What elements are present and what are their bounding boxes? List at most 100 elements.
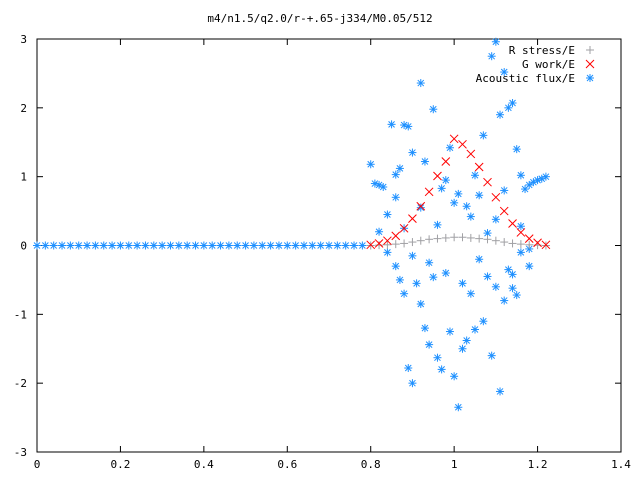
data-point-2-52 xyxy=(429,105,438,114)
data-point-2-60 xyxy=(491,37,500,46)
data-point-2-84 xyxy=(433,353,442,362)
data-point-2-82-stroke xyxy=(425,341,433,348)
y-tick-label: 0 xyxy=(20,240,27,253)
y-tick-label: -3 xyxy=(14,446,27,459)
data-point-2-118-stroke xyxy=(475,191,483,199)
data-point-2-13 xyxy=(141,241,150,250)
data-point-2-106-stroke xyxy=(375,228,383,236)
data-point-2-56-stroke xyxy=(463,202,471,210)
data-point-2-90-stroke xyxy=(459,345,466,353)
data-point-1-15 xyxy=(491,192,501,202)
data-point-2-31 xyxy=(291,241,300,250)
data-point-2-10 xyxy=(116,241,125,250)
chart-title: m4/n1.5/q2.0/r-+.65-j334/M0.05/512 xyxy=(207,12,432,25)
data-point-2-24-stroke xyxy=(233,242,241,249)
data-point-0-8 xyxy=(433,234,442,243)
data-point-2-59 xyxy=(487,52,496,61)
data-point-2-92 xyxy=(466,289,475,298)
data-point-2-6 xyxy=(83,241,92,250)
data-point-2-87-stroke xyxy=(446,328,454,335)
data-point-1-0-stroke xyxy=(366,240,376,250)
data-point-2-114 xyxy=(441,176,450,185)
data-point-0-10 xyxy=(450,233,459,242)
data-point-2-40 xyxy=(366,160,375,169)
data-point-1-3 xyxy=(391,231,401,241)
data-point-1-18 xyxy=(516,228,526,237)
data-point-2-21-stroke xyxy=(208,242,216,249)
data-point-2-33-stroke xyxy=(308,242,316,249)
data-point-2-46-stroke xyxy=(396,165,404,172)
data-point-2-10-stroke xyxy=(117,242,124,249)
data-point-2-83 xyxy=(429,273,438,282)
x-tick-label: 0.6 xyxy=(277,458,297,471)
data-point-1-9-stroke xyxy=(441,157,451,166)
data-point-2-95 xyxy=(479,317,488,326)
data-point-2-62-stroke xyxy=(500,68,508,76)
data-point-2-32 xyxy=(299,241,308,250)
data-point-2-75-stroke xyxy=(396,276,404,284)
data-point-0-11 xyxy=(458,233,467,242)
data-point-1-12 xyxy=(466,149,476,159)
data-point-2-86-stroke xyxy=(442,269,450,277)
data-point-2-68 xyxy=(525,180,534,189)
data-point-2-49-stroke xyxy=(409,149,416,156)
data-point-2-74 xyxy=(391,262,400,271)
data-point-2-57 xyxy=(471,171,479,180)
data-point-2-105-stroke xyxy=(525,245,533,253)
data-point-2-15-stroke xyxy=(158,242,166,249)
data-point-2-45 xyxy=(391,170,400,179)
data-point-1-16 xyxy=(499,206,509,216)
data-point-1-21-stroke xyxy=(541,240,551,250)
data-point-2-28 xyxy=(266,241,275,250)
data-point-2-44 xyxy=(387,120,396,129)
data-point-1-10-stroke xyxy=(449,134,459,144)
y-tick-label: 2 xyxy=(20,102,27,115)
data-point-2-83-stroke xyxy=(429,273,437,281)
data-point-2-8 xyxy=(99,241,108,250)
data-point-1-9 xyxy=(441,157,451,166)
x-tick-label: 1 xyxy=(451,458,458,471)
axis-labels: 0 0.2 0.4 0.6 0.8 1 1.2 1.4 3 2 1 0 -1 -2 -3 xyxy=(14,33,632,471)
data-point-2-62 xyxy=(500,68,509,77)
data-point-2-11-stroke xyxy=(125,242,133,249)
data-point-2-98 xyxy=(491,282,500,291)
data-point-1-15-stroke xyxy=(491,192,501,202)
x-tick-label: 0.4 xyxy=(194,458,214,471)
data-point-2-42-stroke xyxy=(375,181,383,189)
data-point-0-15 xyxy=(491,236,500,245)
data-point-2-38-stroke xyxy=(350,242,358,249)
data-point-2-80 xyxy=(416,300,425,309)
data-point-2-68-stroke xyxy=(525,181,533,189)
data-point-2-4-stroke xyxy=(67,242,74,249)
data-point-2-6-stroke xyxy=(83,242,91,249)
data-point-2-9 xyxy=(108,241,117,250)
data-point-1-10 xyxy=(449,134,459,144)
data-point-2-17 xyxy=(174,241,183,250)
data-point-2-35-stroke xyxy=(325,242,333,249)
data-point-2-3-stroke xyxy=(58,242,66,249)
data-point-1-1-stroke xyxy=(374,239,384,248)
series-0 xyxy=(366,233,550,250)
data-point-2-94 xyxy=(475,255,484,264)
data-point-2-30-stroke xyxy=(283,242,291,249)
data-point-2-39 xyxy=(358,241,367,250)
data-point-1-5 xyxy=(408,214,417,224)
data-point-0-18 xyxy=(516,240,525,249)
data-point-2-51 xyxy=(420,157,429,166)
data-point-2-23-stroke xyxy=(225,242,233,249)
data-point-2-116 xyxy=(458,279,467,288)
data-point-2-30 xyxy=(283,241,292,250)
data-point-2-71 xyxy=(537,174,546,183)
data-point-0-17 xyxy=(508,239,517,248)
data-point-2-32-stroke xyxy=(300,242,308,249)
data-point-2-27-stroke xyxy=(258,242,266,249)
data-point-2-26-stroke xyxy=(250,242,258,249)
x-tick-label: 1.2 xyxy=(528,458,548,471)
data-point-0-16 xyxy=(500,238,509,247)
data-point-2-121 xyxy=(500,186,509,195)
data-point-2-52-stroke xyxy=(429,105,437,113)
data-point-1-14-stroke xyxy=(483,177,492,187)
data-point-2-53 xyxy=(437,184,446,193)
data-point-2-77 xyxy=(404,364,413,373)
data-point-2-53-stroke xyxy=(438,185,445,192)
